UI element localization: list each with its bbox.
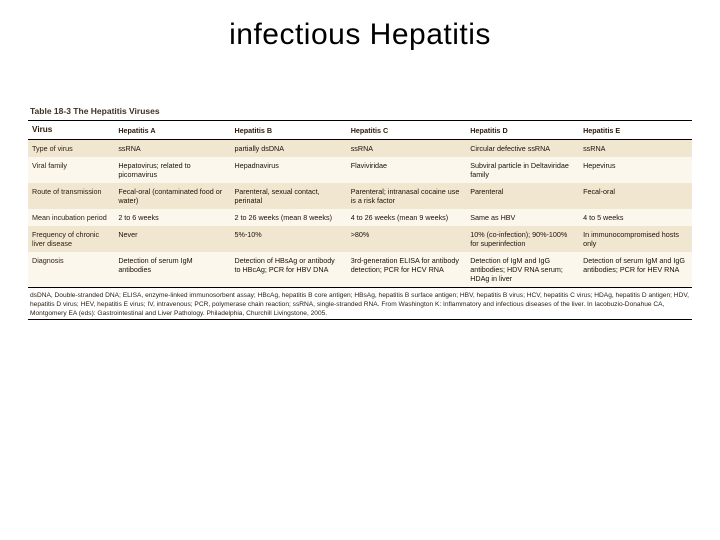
cell: Hepadnavirus [231, 157, 347, 183]
cell: ssRNA [579, 140, 692, 158]
table-footnote: dsDNA, Double-stranded DNA; ELISA, enzym… [28, 288, 692, 320]
table-row: Type of virus ssRNA partially dsDNA ssRN… [28, 140, 692, 158]
col-hepatitis-b: Hepatitis B [231, 121, 347, 140]
cell: Parenteral; intranasal cocaine use is a … [347, 183, 467, 209]
table-row: Route of transmission Fecal-oral (contam… [28, 183, 692, 209]
cell: Hepatovirus; related to picornavirus [114, 157, 230, 183]
slide: infectious Hepatitis Table 18-3 The Hepa… [0, 0, 720, 540]
table-header-row: Virus Hepatitis A Hepatitis B Hepatitis … [28, 121, 692, 140]
cell: Subviral particle in Deltaviridae family [466, 157, 579, 183]
hepatitis-table: Virus Hepatitis A Hepatitis B Hepatitis … [28, 120, 692, 288]
cell: Detection of serum IgM and IgG antibodie… [579, 252, 692, 288]
cell: Hepevirus [579, 157, 692, 183]
cell: ssRNA [114, 140, 230, 158]
cell: Parenteral, sexual contact, perinatal [231, 183, 347, 209]
cell: partially dsDNA [231, 140, 347, 158]
table-row: Mean incubation period 2 to 6 weeks 2 to… [28, 209, 692, 226]
table-container: Table 18-3 The Hepatitis Viruses Virus H… [28, 106, 692, 320]
cell: Circular defective ssRNA [466, 140, 579, 158]
cell: Flaviviridae [347, 157, 467, 183]
cell: ssRNA [347, 140, 467, 158]
cell: Fecal-oral [579, 183, 692, 209]
row-label: Mean incubation period [28, 209, 114, 226]
row-label: Frequency of chronic liver disease [28, 226, 114, 252]
table-caption: Table 18-3 The Hepatitis Viruses [30, 106, 692, 116]
cell: 5%-10% [231, 226, 347, 252]
cell: Fecal-oral (contaminated food or water) [114, 183, 230, 209]
col-hepatitis-d: Hepatitis D [466, 121, 579, 140]
cell: 10% (co-infection); 90%-100% for superin… [466, 226, 579, 252]
table-row: Diagnosis Detection of serum IgM antibod… [28, 252, 692, 288]
cell: Detection of HBsAg or antibody to HBcAg;… [231, 252, 347, 288]
cell: 4 to 26 weeks (mean 9 weeks) [347, 209, 467, 226]
table-row: Frequency of chronic liver disease Never… [28, 226, 692, 252]
row-label: Viral family [28, 157, 114, 183]
col-hepatitis-c: Hepatitis C [347, 121, 467, 140]
cell: Detection of serum IgM antibodies [114, 252, 230, 288]
cell: In immunocompromised hosts only [579, 226, 692, 252]
cell: 2 to 6 weeks [114, 209, 230, 226]
table-row: Viral family Hepatovirus; related to pic… [28, 157, 692, 183]
cell: Parenteral [466, 183, 579, 209]
cell: 4 to 5 weeks [579, 209, 692, 226]
cell: 3rd-generation ELISA for antibody detect… [347, 252, 467, 288]
cell: 2 to 26 weeks (mean 8 weeks) [231, 209, 347, 226]
row-label: Diagnosis [28, 252, 114, 288]
cell: >80% [347, 226, 467, 252]
row-label: Type of virus [28, 140, 114, 158]
cell: Detection of IgM and IgG antibodies; HDV… [466, 252, 579, 288]
cell: Never [114, 226, 230, 252]
row-label: Route of transmission [28, 183, 114, 209]
cell: Same as HBV [466, 209, 579, 226]
page-title: infectious Hepatitis [28, 18, 692, 52]
col-hepatitis-a: Hepatitis A [114, 121, 230, 140]
col-hepatitis-e: Hepatitis E [579, 121, 692, 140]
col-virus: Virus [28, 121, 114, 140]
